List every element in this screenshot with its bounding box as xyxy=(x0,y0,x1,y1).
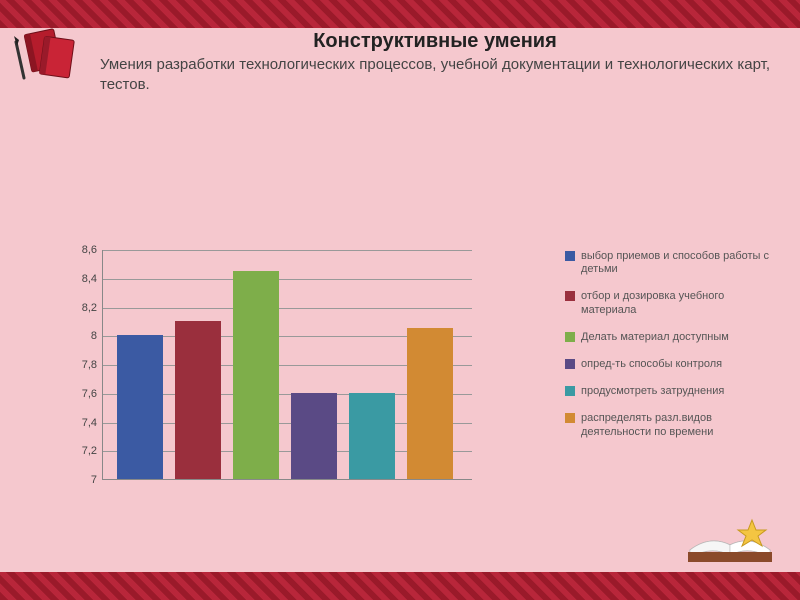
chart-ytick-label: 7,4 xyxy=(82,417,97,429)
chart-gridline xyxy=(103,308,472,309)
legend-label: продусмотреть затруднения xyxy=(581,385,724,398)
chart-bar xyxy=(117,335,163,479)
chart-gridline xyxy=(103,250,472,251)
chart-bar xyxy=(175,321,221,479)
legend-item: продусмотреть затруднения xyxy=(565,385,778,398)
legend-swatch xyxy=(565,359,575,369)
legend-item: опред-ть способы контроля xyxy=(565,358,778,371)
legend-label: отбор и дозировка учебного материала xyxy=(581,290,778,316)
open-book-icon xyxy=(680,500,780,570)
legend-swatch xyxy=(565,251,575,261)
chart-ytick-label: 7 xyxy=(91,474,97,486)
page-subtitle: Умения разработки технологических процес… xyxy=(100,55,770,96)
legend-label: распределять разл.видов деятельности по … xyxy=(581,412,778,438)
legend-swatch xyxy=(565,386,575,396)
decorative-bottom-border xyxy=(0,572,800,600)
legend-label: опред-ть способы контроля xyxy=(581,358,722,371)
legend-swatch xyxy=(565,332,575,342)
chart-bar xyxy=(233,271,279,479)
chart-ytick-label: 8,2 xyxy=(82,302,97,314)
chart-gridline xyxy=(103,279,472,280)
bar-chart: 77,27,47,67,888,28,48,6 xyxy=(60,250,560,520)
legend-item: распределять разл.видов деятельности по … xyxy=(565,412,778,438)
chart-legend: выбор приемов и способов работы с детьми… xyxy=(565,250,778,453)
chart-ytick-label: 7,6 xyxy=(82,388,97,400)
chart-bar xyxy=(349,393,395,479)
chart-ytick-label: 8,6 xyxy=(82,244,97,256)
chart-ytick-label: 7,2 xyxy=(82,445,97,457)
legend-swatch xyxy=(565,413,575,423)
chart-ytick-label: 8 xyxy=(91,330,97,342)
chart-plot-area: 77,27,47,67,888,28,48,6 xyxy=(102,250,472,480)
legend-label: выбор приемов и способов работы с детьми xyxy=(581,250,778,276)
books-icon xyxy=(10,22,90,82)
legend-label: Делать материал доступным xyxy=(581,331,729,344)
page-title: Конструктивные умения xyxy=(100,30,770,53)
legend-swatch xyxy=(565,291,575,301)
chart-ytick-label: 7,8 xyxy=(82,359,97,371)
legend-item: отбор и дозировка учебного материала xyxy=(565,290,778,316)
legend-item: выбор приемов и способов работы с детьми xyxy=(565,250,778,276)
chart-bar xyxy=(407,328,453,479)
chart-ytick-label: 8,4 xyxy=(82,273,97,285)
legend-item: Делать материал доступным xyxy=(565,331,778,344)
chart-bar xyxy=(291,393,337,479)
header: Конструктивные умения Умения разработки … xyxy=(100,30,770,96)
decorative-top-border xyxy=(0,0,800,28)
